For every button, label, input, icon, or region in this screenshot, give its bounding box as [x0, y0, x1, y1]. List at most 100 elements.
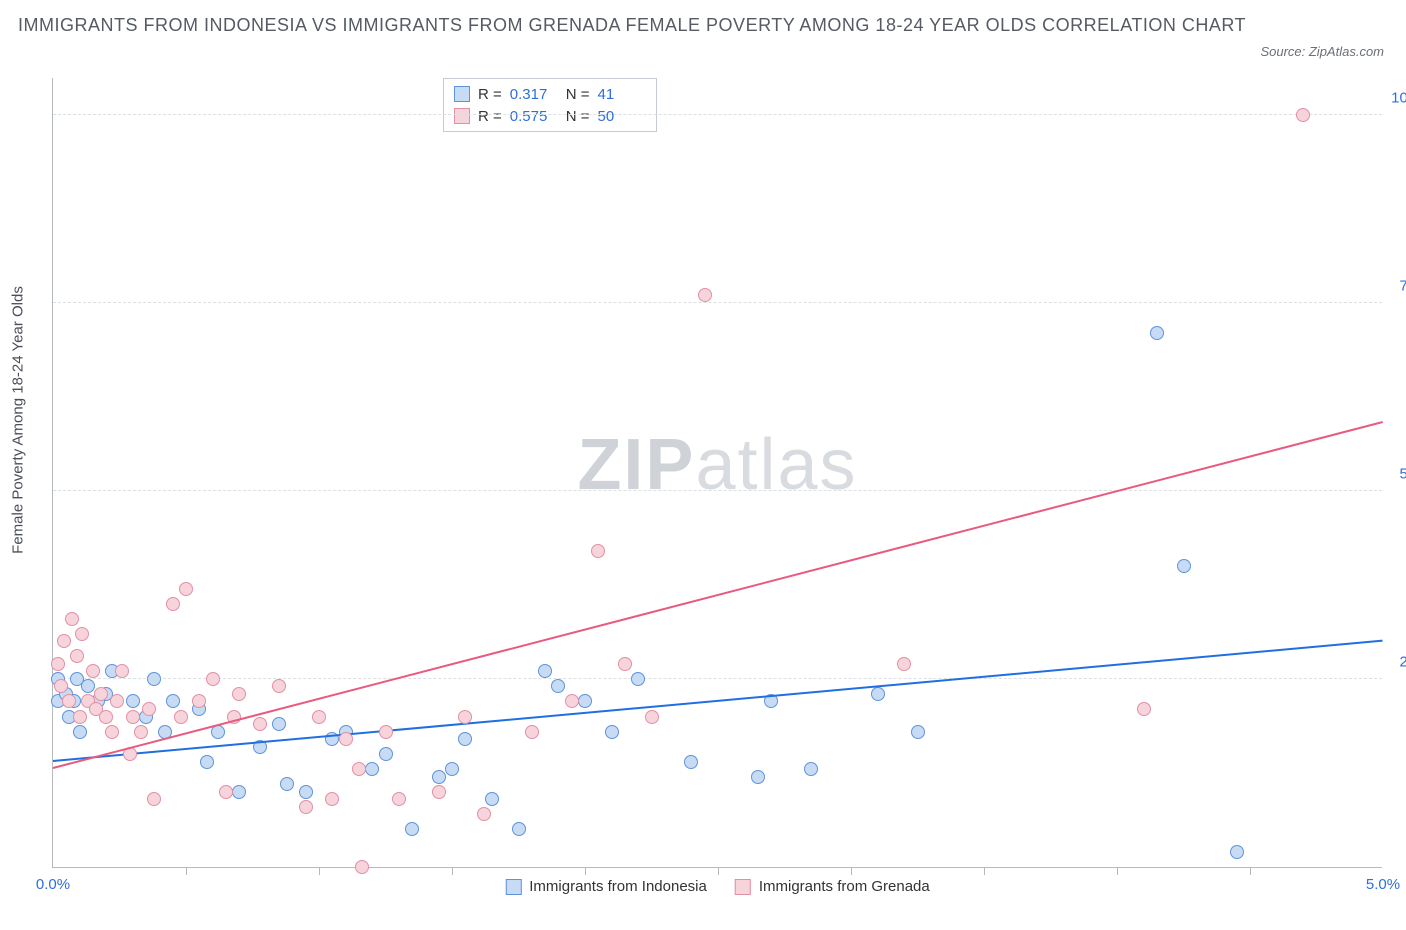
data-point [445, 762, 459, 776]
n-label: N = [566, 108, 590, 125]
data-point [352, 762, 366, 776]
data-point [379, 747, 393, 761]
data-point [871, 687, 885, 701]
data-point [551, 679, 565, 693]
legend-swatch [505, 879, 521, 895]
data-point [325, 792, 339, 806]
legend-item: Immigrants from Indonesia [505, 878, 707, 895]
r-value: 0.575 [510, 108, 558, 125]
data-point [75, 627, 89, 641]
data-point [299, 785, 313, 799]
data-point [432, 770, 446, 784]
y-tick-label: 50.0% [1399, 465, 1406, 482]
data-point [458, 710, 472, 724]
data-point [312, 710, 326, 724]
series-legend: Immigrants from Indonesia Immigrants from… [505, 878, 929, 895]
n-value: 50 [598, 108, 646, 125]
data-point [134, 725, 148, 739]
data-point [110, 694, 124, 708]
r-label: R = [478, 86, 502, 103]
legend-swatch [454, 86, 470, 102]
data-point [65, 612, 79, 626]
data-point [525, 725, 539, 739]
data-point [62, 694, 76, 708]
r-value: 0.317 [510, 86, 558, 103]
data-point [232, 687, 246, 701]
data-point [126, 694, 140, 708]
data-point [512, 822, 526, 836]
data-point [272, 679, 286, 693]
data-point [365, 762, 379, 776]
data-point [147, 672, 161, 686]
watermark: ZIPatlas [577, 423, 857, 505]
data-point [458, 732, 472, 746]
n-value: 41 [598, 86, 646, 103]
stats-row: R =0.317N =41 [454, 83, 646, 105]
data-point [1177, 559, 1191, 573]
data-point [538, 664, 552, 678]
data-point [73, 710, 87, 724]
data-point [232, 785, 246, 799]
gridline [53, 302, 1382, 303]
data-point [392, 792, 406, 806]
data-point [81, 679, 95, 693]
x-tick-label: 5.0% [1366, 876, 1400, 893]
data-point [1150, 326, 1164, 340]
data-point [698, 288, 712, 302]
data-point [751, 770, 765, 784]
data-point [485, 792, 499, 806]
data-point [192, 694, 206, 708]
y-tick-label: 25.0% [1399, 653, 1406, 670]
data-point [618, 657, 632, 671]
data-point [605, 725, 619, 739]
data-point [405, 822, 419, 836]
data-point [73, 725, 87, 739]
x-tick [1250, 867, 1251, 875]
x-tick [452, 867, 453, 875]
x-tick [851, 867, 852, 875]
legend-item: Immigrants from Grenada [735, 878, 930, 895]
data-point [804, 762, 818, 776]
data-point [94, 687, 108, 701]
y-tick-label: 100.0% [1391, 89, 1406, 106]
data-point [86, 664, 100, 678]
data-point [51, 657, 65, 671]
source-attribution: Source: ZipAtlas.com [1260, 44, 1384, 59]
data-point [166, 597, 180, 611]
data-point [166, 694, 180, 708]
data-point [355, 860, 369, 874]
data-point [299, 800, 313, 814]
data-point [631, 672, 645, 686]
data-point [147, 792, 161, 806]
data-point [591, 544, 605, 558]
data-point [142, 702, 156, 716]
legend-label: Immigrants from Indonesia [529, 878, 707, 895]
data-point [684, 755, 698, 769]
data-point [477, 807, 491, 821]
watermark-bold: ZIP [577, 424, 695, 504]
r-label: R = [478, 108, 502, 125]
legend-swatch [735, 879, 751, 895]
scatter-plot: ZIPatlas R =0.317N =41R =0.575N =50 Immi… [52, 78, 1382, 868]
data-point [379, 725, 393, 739]
gridline [53, 114, 1382, 115]
data-point [70, 649, 84, 663]
trend-line [53, 639, 1383, 761]
x-tick [984, 867, 985, 875]
data-point [115, 664, 129, 678]
stats-legend-box: R =0.317N =41R =0.575N =50 [443, 78, 657, 132]
data-point [578, 694, 592, 708]
x-tick [186, 867, 187, 875]
data-point [911, 725, 925, 739]
watermark-light: atlas [695, 424, 857, 504]
trend-line [53, 421, 1383, 769]
x-tick [585, 867, 586, 875]
data-point [1137, 702, 1151, 716]
gridline [53, 490, 1382, 491]
data-point [280, 777, 294, 791]
data-point [200, 755, 214, 769]
data-point [1296, 108, 1310, 122]
data-point [1230, 845, 1244, 859]
legend-swatch [454, 108, 470, 124]
data-point [272, 717, 286, 731]
